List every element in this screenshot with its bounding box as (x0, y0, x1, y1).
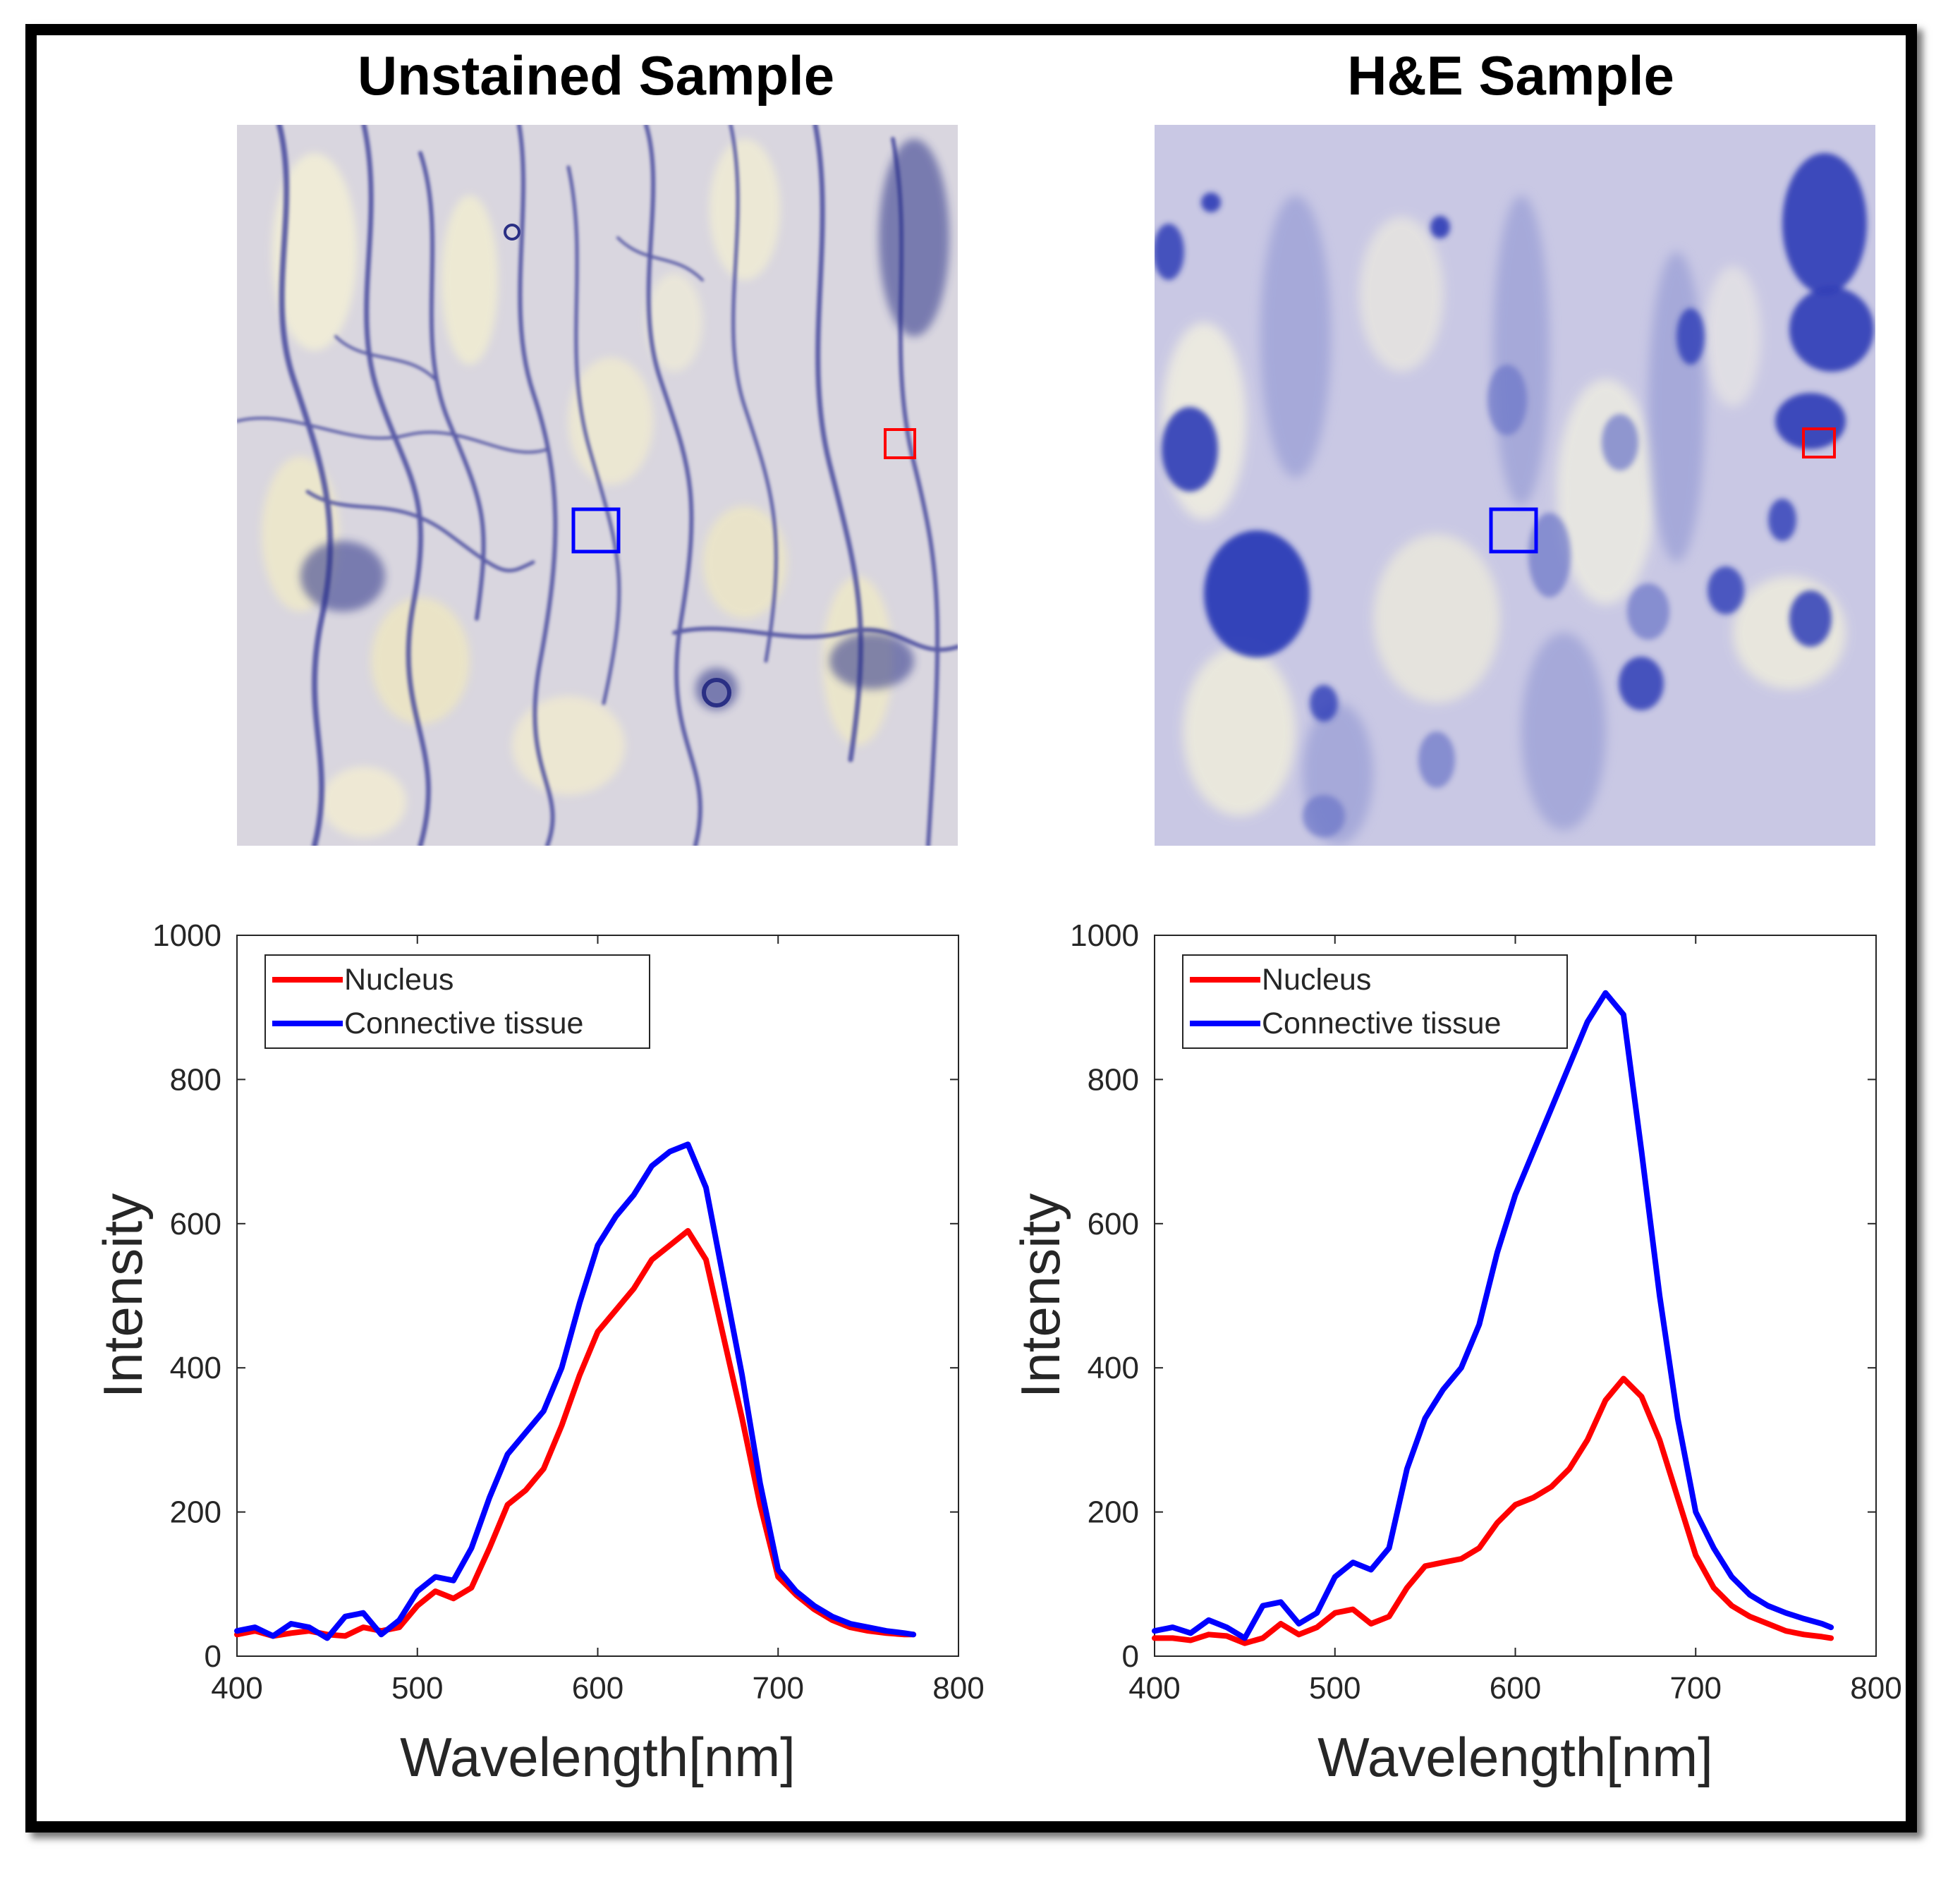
unstained-x-tick-label: 400 (211, 1671, 262, 1706)
unstained-tissue-image (237, 125, 958, 846)
he-legend-nucleus-label: Nucleus (1262, 963, 1371, 997)
he-y-tick-label: 800 (1088, 1062, 1139, 1097)
unstained-y-tick-label: 200 (170, 1495, 221, 1530)
he-x-tick-label: 500 (1309, 1671, 1361, 1706)
unstained-y-axis-label: Intensity (92, 1193, 154, 1398)
he-y-tick-label: 200 (1088, 1495, 1139, 1530)
he-legend-connective-tissue-label: Connective tissue (1262, 1007, 1501, 1040)
he-y-tick-label: 0 (1122, 1639, 1139, 1674)
he-x-tick-label: 700 (1670, 1671, 1722, 1706)
unstained-x-axis-label: Wavelength[nm] (400, 1726, 796, 1788)
unstained-y-tick-label: 0 (205, 1639, 221, 1674)
unstained-connective-roi-box (571, 507, 621, 554)
unstained-legend-box (264, 954, 650, 1049)
unstained-y-tick-label: 1000 (152, 918, 221, 953)
he-x-axis-label: Wavelength[nm] (1317, 1726, 1713, 1788)
unstained-x-tick-label: 500 (391, 1671, 443, 1706)
unstained-nucleus-roi-box (884, 428, 916, 459)
unstained-chart-group: 400 500 600 700 800 0 200 400 600 800 1000 Waveleng… (92, 918, 985, 1788)
he-x-tick-label: 400 (1128, 1671, 1180, 1706)
unstained-x-tick-label: 600 (572, 1671, 623, 1706)
he-y-axis-label: Intensity (1009, 1193, 1071, 1398)
he-y-tick-label: 1000 (1070, 918, 1139, 953)
he-connective-roi-box (1489, 507, 1538, 554)
he-tissue-svg (1155, 125, 1875, 846)
he-y-tick-label: 600 (1088, 1207, 1139, 1241)
unstained-connective-tissue-series-line (234, 1141, 917, 1641)
he-panel-title: H&E Sample (1347, 44, 1674, 107)
unstained-y-tick-label: 600 (170, 1207, 221, 1241)
he-x-tick-label: 600 (1490, 1671, 1541, 1706)
he-legend-box (1182, 954, 1568, 1049)
unstained-legend-connective-tissue-label: Connective tissue (344, 1007, 583, 1040)
unstained-y-tick-label: 400 (170, 1351, 221, 1385)
he-chart-group: 400 500 600 700 800 0 200 400 600 800 1000 Waveleng… (1009, 918, 1902, 1788)
he-nucleus-roi-box (1802, 427, 1836, 458)
unstained-legend-nucleus-label: Nucleus (344, 963, 454, 997)
unstained-panel-title: Unstained Sample (357, 44, 835, 107)
unstained-y-tick-label: 800 (170, 1062, 221, 1097)
unstained-x-tick-label: 700 (753, 1671, 804, 1706)
he-axes-box (1154, 935, 1877, 1657)
unstained-axes-box (236, 935, 959, 1657)
he-tissue-image (1155, 125, 1875, 846)
unstained-tissue-svg (237, 125, 958, 846)
he-nucleus-series-line (1152, 1375, 1834, 1646)
he-connective-tissue-series-line (1152, 990, 1834, 1641)
he-x-tick-label: 800 (1850, 1671, 1901, 1706)
unstained-x-tick-label: 800 (932, 1671, 984, 1706)
he-y-tick-label: 400 (1088, 1351, 1139, 1385)
